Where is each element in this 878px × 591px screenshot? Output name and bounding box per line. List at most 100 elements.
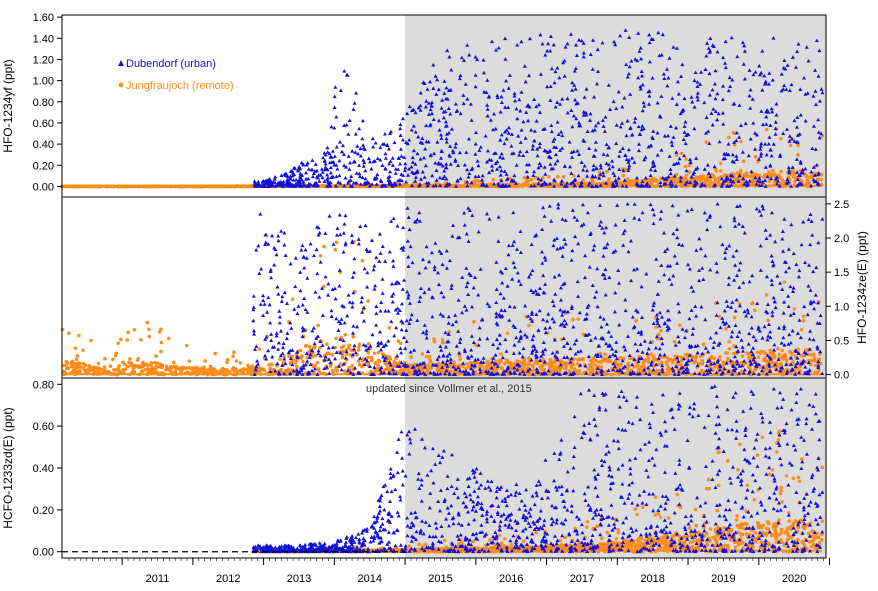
data-point-dubendorf	[349, 174, 354, 178]
data-point-jungfraujoch	[334, 336, 338, 341]
data-point-dubendorf	[379, 300, 384, 305]
data-point-jungfraujoch	[606, 179, 610, 184]
data-point-jungfraujoch	[623, 167, 628, 172]
data-point-jungfraujoch	[461, 364, 465, 369]
data-point-jungfraujoch	[535, 361, 540, 366]
data-point-jungfraujoch	[547, 175, 551, 179]
data-point-jungfraujoch	[561, 175, 566, 179]
data-point-dubendorf	[305, 359, 310, 363]
data-point-jungfraujoch	[396, 339, 401, 343]
data-point-jungfraujoch	[598, 351, 603, 356]
data-point-jungfraujoch	[341, 349, 346, 354]
data-point-dubendorf	[258, 212, 263, 216]
data-point-dubendorf	[276, 238, 281, 243]
data-point-dubendorf	[276, 340, 281, 345]
data-point-jungfraujoch	[819, 177, 824, 182]
data-point-jungfraujoch	[569, 365, 574, 370]
data-point-dubendorf	[267, 302, 272, 307]
data-point-jungfraujoch	[717, 177, 721, 182]
data-point-dubendorf	[341, 230, 346, 235]
data-point-jungfraujoch	[370, 358, 374, 363]
data-point-dubendorf	[388, 129, 393, 134]
data-point-jungfraujoch	[139, 337, 143, 342]
data-point-jungfraujoch	[160, 365, 164, 370]
data-point-jungfraujoch	[168, 368, 173, 373]
data-point-dubendorf	[346, 154, 351, 158]
data-point-dubendorf	[400, 137, 405, 142]
data-point-jungfraujoch	[472, 180, 477, 185]
data-point-jungfraujoch	[726, 356, 730, 361]
data-point-dubendorf	[354, 90, 359, 95]
data-point-dubendorf	[279, 229, 284, 233]
data-point-jungfraujoch	[346, 346, 351, 350]
data-point-dubendorf	[383, 151, 388, 156]
data-point-dubendorf	[398, 133, 403, 137]
data-point-jungfraujoch	[141, 369, 145, 373]
data-point-jungfraujoch	[213, 351, 218, 356]
data-point-jungfraujoch	[780, 178, 785, 182]
data-point-dubendorf	[272, 262, 277, 267]
data-point-jungfraujoch	[539, 366, 544, 371]
data-point-jungfraujoch	[552, 360, 557, 365]
data-point-dubendorf	[382, 131, 387, 136]
data-point-jungfraujoch	[696, 175, 701, 180]
data-point-dubendorf	[326, 345, 331, 350]
data-point-jungfraujoch	[187, 359, 192, 363]
data-point-jungfraujoch	[301, 359, 305, 364]
data-point-dubendorf	[319, 167, 324, 171]
data-point-dubendorf	[290, 348, 295, 352]
data-point-jungfraujoch	[732, 315, 737, 320]
data-point-jungfraujoch	[591, 360, 595, 365]
data-point-dubendorf	[348, 160, 353, 165]
data-point-dubendorf	[398, 122, 403, 127]
data-point-dubendorf	[357, 163, 362, 167]
data-point-jungfraujoch	[238, 361, 243, 365]
data-point-jungfraujoch	[322, 244, 326, 249]
data-point-dubendorf	[310, 174, 315, 179]
data-point-dubendorf	[334, 174, 339, 179]
data-point-jungfraujoch	[339, 345, 344, 350]
data-point-jungfraujoch	[527, 323, 531, 328]
data-point-dubendorf	[265, 310, 270, 314]
data-point-jungfraujoch	[634, 319, 638, 323]
data-point-jungfraujoch	[458, 357, 462, 362]
data-point-jungfraujoch	[357, 345, 361, 349]
data-point-dubendorf	[327, 213, 332, 218]
data-point-jungfraujoch	[290, 297, 295, 302]
data-point-jungfraujoch	[103, 356, 107, 361]
data-point-dubendorf	[289, 326, 294, 330]
data-point-jungfraujoch	[159, 349, 163, 354]
data-point-dubendorf	[325, 145, 330, 150]
data-point-jungfraujoch	[465, 362, 469, 366]
data-point-dubendorf	[302, 296, 307, 300]
data-point-jungfraujoch	[713, 365, 717, 369]
data-point-dubendorf	[363, 223, 368, 228]
data-point-jungfraujoch	[567, 369, 572, 373]
data-point-dubendorf	[337, 173, 342, 178]
data-point-jungfraujoch	[654, 177, 658, 182]
y-axis-title: HFO-1234yf (ppt)	[1, 59, 15, 152]
data-point-dubendorf	[361, 164, 366, 168]
data-point-jungfraujoch	[330, 352, 335, 357]
data-point-dubendorf	[370, 332, 375, 337]
data-point-jungfraujoch	[792, 307, 797, 311]
data-point-dubendorf	[334, 144, 339, 149]
data-point-jungfraujoch	[530, 365, 535, 369]
data-point-jungfraujoch	[591, 356, 596, 361]
data-point-dubendorf	[251, 328, 256, 333]
data-point-jungfraujoch	[649, 352, 654, 356]
y-tick-label: 0.00	[33, 181, 54, 193]
data-point-dubendorf	[398, 147, 403, 151]
data-point-dubendorf	[326, 293, 331, 297]
data-point-jungfraujoch	[116, 341, 121, 346]
data-point-jungfraujoch	[452, 360, 456, 364]
data-point-jungfraujoch	[718, 355, 722, 359]
data-point-dubendorf	[345, 313, 350, 318]
data-point-dubendorf	[346, 132, 351, 136]
data-point-jungfraujoch	[406, 369, 411, 374]
data-point-jungfraujoch	[788, 349, 792, 354]
data-point-jungfraujoch	[278, 357, 282, 362]
data-point-jungfraujoch	[677, 323, 682, 328]
data-point-jungfraujoch	[502, 361, 507, 366]
data-point-jungfraujoch	[79, 365, 84, 369]
